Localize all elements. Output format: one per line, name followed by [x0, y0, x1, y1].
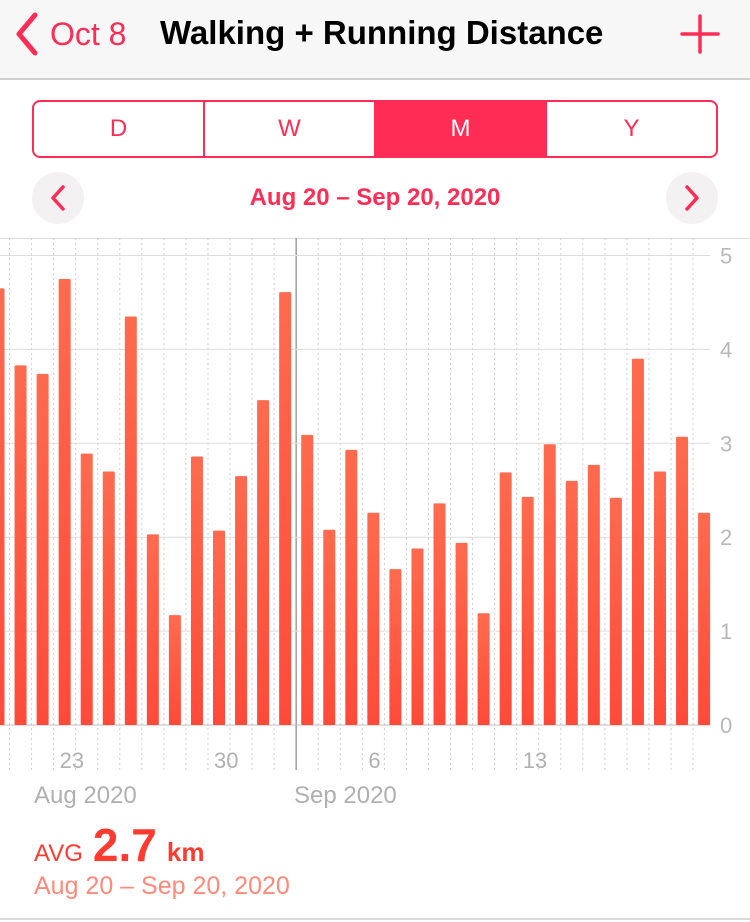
bar — [389, 569, 402, 725]
back-label: Oct 8 — [50, 15, 127, 52]
bar — [654, 471, 666, 725]
bar — [411, 548, 424, 725]
avg-label: AVG — [34, 840, 83, 867]
bar — [565, 480, 578, 725]
x-tick-label: 13 — [523, 748, 547, 773]
y-tick-label: 3 — [720, 431, 732, 456]
y-tick-label: 4 — [720, 337, 732, 362]
bar — [257, 400, 270, 725]
y-tick-label: 2 — [720, 525, 732, 550]
chevron-left-icon — [16, 12, 38, 56]
bar — [0, 288, 5, 725]
bar — [367, 512, 380, 725]
segment-week[interactable]: W — [205, 102, 376, 156]
month-label: Sep 2020 — [294, 782, 397, 809]
bar — [80, 453, 93, 725]
bar — [698, 512, 711, 725]
chevron-left-icon — [51, 185, 65, 211]
x-tick-label: 30 — [214, 748, 238, 773]
bar — [146, 534, 159, 725]
divider — [0, 918, 750, 920]
avg-value: 2.7 — [92, 819, 157, 871]
bar — [631, 358, 644, 725]
y-tick-label: 5 — [720, 244, 732, 269]
avg-unit: km — [166, 837, 205, 867]
bar — [124, 316, 137, 725]
bar — [676, 436, 689, 725]
segment-year[interactable]: Y — [623, 115, 640, 142]
chevron-right-icon — [685, 185, 699, 211]
bar — [433, 503, 446, 725]
segment-month[interactable]: M — [376, 102, 547, 156]
bar — [477, 613, 490, 725]
bar — [543, 444, 556, 725]
bar — [345, 449, 358, 725]
bar — [36, 373, 49, 725]
bar — [102, 471, 115, 725]
bar — [323, 529, 336, 725]
avg-date-range: Aug 20 – Sep 20, 2020 — [34, 872, 290, 900]
previous-range-button[interactable] — [32, 172, 84, 224]
bar — [213, 530, 225, 725]
bar — [521, 496, 534, 725]
bar — [168, 615, 181, 725]
average-summary: AVG 2.7 km — [34, 818, 204, 872]
plus-icon[interactable] — [680, 14, 720, 54]
navigation-bar: Oct 8 Walking + Running Distance — [0, 0, 750, 80]
next-range-button[interactable] — [666, 172, 718, 224]
back-button[interactable]: Oct 8 — [14, 10, 126, 58]
y-tick-label: 1 — [720, 619, 732, 644]
date-range-label: Aug 20 – Sep 20, 2020 — [249, 184, 501, 211]
bar — [587, 464, 600, 725]
y-tick-label: 0 — [720, 713, 732, 738]
month-label: Aug 2020 — [34, 782, 137, 809]
date-range-row: Aug 20 – Sep 20, 2020 — [0, 170, 750, 226]
page-title: Walking + Running Distance — [160, 14, 604, 51]
bar — [609, 497, 622, 725]
x-tick-label: 6 — [368, 748, 380, 773]
bar — [235, 476, 248, 725]
bar — [301, 434, 314, 725]
segment-day[interactable]: D — [34, 102, 205, 156]
bar — [14, 365, 27, 725]
time-range-segmented-control: D W M Y — [32, 100, 718, 158]
bar — [190, 456, 203, 725]
x-tick-label: 23 — [60, 748, 84, 773]
bar — [58, 278, 71, 725]
bar — [499, 472, 512, 725]
bar — [279, 292, 292, 725]
bar — [455, 542, 468, 725]
